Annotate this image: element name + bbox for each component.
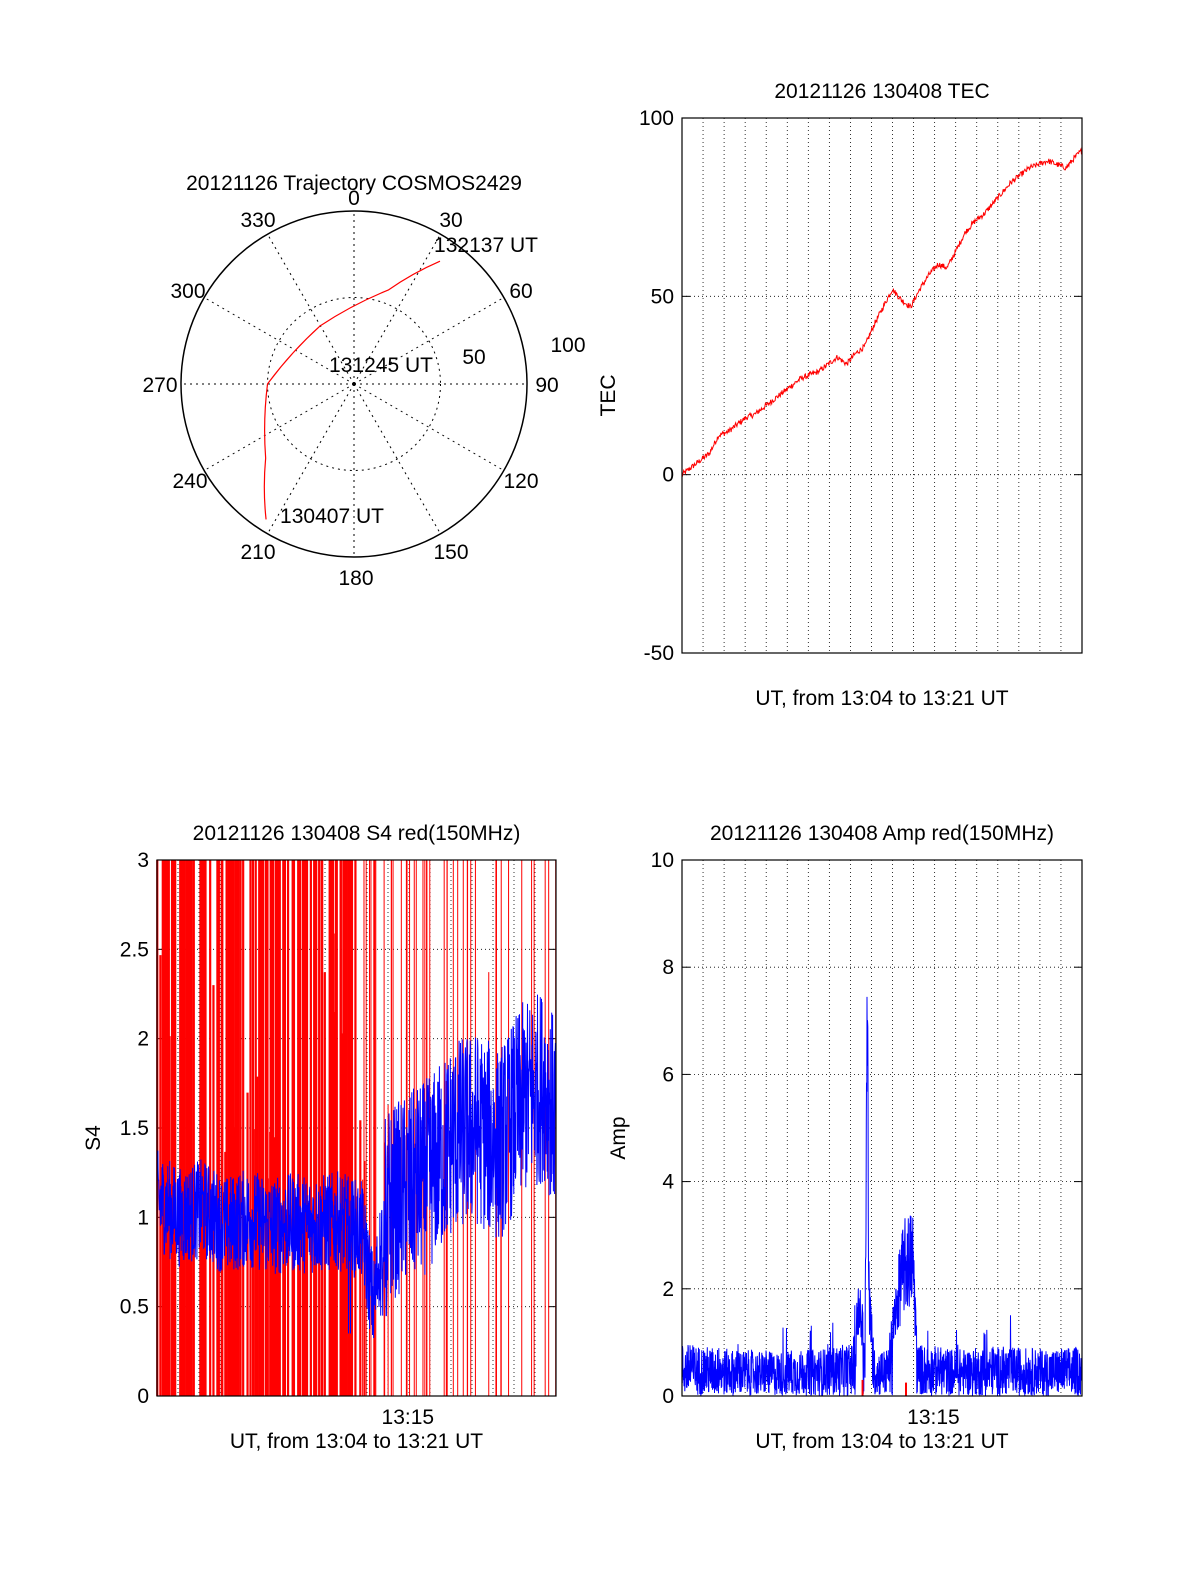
y-tick-label: 3 <box>137 849 149 872</box>
azimuth-label-30: 30 <box>439 209 462 232</box>
polar-spoke <box>353 383 505 471</box>
polar-spoke <box>353 383 441 535</box>
y-tick-label: 8 <box>662 956 674 979</box>
azimuth-label-150: 150 <box>433 541 468 564</box>
amp-blue-series <box>681 996 1083 1397</box>
s4-blue-series <box>156 994 557 1339</box>
s4-plot: 20121126 130408 S4 red(150MHz) 0 0.5 1 1.5 2 2… <box>82 822 557 1453</box>
polar-title: 20121126 Trajectory COSMOS2429 <box>186 172 522 195</box>
azimuth-label-240: 240 <box>172 470 207 493</box>
tec-series-line <box>681 147 1083 478</box>
y-tick-label: 6 <box>662 1063 674 1086</box>
azimuth-label-330: 330 <box>240 209 275 232</box>
tec-plot: 20121126 130408 TEC -50 0 50 100 UT, from 13:… <box>597 80 1083 710</box>
x-tick-label: 13:15 <box>907 1406 960 1429</box>
plot-frame <box>681 117 1083 654</box>
trajectory-line <box>263 260 441 520</box>
y-tick-label: -50 <box>644 642 674 665</box>
azimuth-label-120: 120 <box>503 470 538 493</box>
y-tick-label: 2 <box>662 1278 674 1301</box>
plot-frame <box>681 859 1083 1397</box>
y-tick-label: 1.5 <box>120 1117 149 1140</box>
x-tick-label: 13:15 <box>382 1406 435 1429</box>
azimuth-label-60: 60 <box>509 280 532 303</box>
trajectory-mid-label: 131245 UT <box>329 354 433 377</box>
polar-spoke <box>203 383 355 471</box>
polar-spoke <box>353 233 441 385</box>
y-axis-label: Amp <box>607 1116 630 1159</box>
azimuth-label-300: 300 <box>170 280 205 303</box>
amp-plot: 20121126 130408 Amp red(150MHz) 0 2 4 6 8 10 UT… <box>607 822 1083 1453</box>
x-axis-label: UT, from 13:04 to 13:21 UT <box>755 1430 1008 1453</box>
trajectory-end-label: 132137 UT <box>434 234 538 257</box>
y-tick-label: 0.5 <box>120 1296 149 1319</box>
azimuth-label-180: 180 <box>338 567 373 590</box>
y-tick-label: 2 <box>137 1028 149 1051</box>
polar-spoke <box>203 297 355 385</box>
y-tick-label: 50 <box>651 285 674 308</box>
s4-red-series <box>156 860 557 1396</box>
y-tick-label: 1 <box>137 1206 149 1229</box>
y-tick-label: 4 <box>662 1171 674 1194</box>
y-tick-label: 0 <box>137 1385 149 1408</box>
y-tick-label: 2.5 <box>120 938 149 961</box>
plot-frame <box>156 859 557 1397</box>
x-axis-label: UT, from 13:04 to 13:21 UT <box>755 687 1008 710</box>
panel-title: 20121126 130408 S4 red(150MHz) <box>193 822 521 845</box>
polar-spoke <box>353 297 505 385</box>
x-axis-label: UT, from 13:04 to 13:21 UT <box>230 1430 483 1453</box>
y-tick-label: 0 <box>662 1385 674 1408</box>
panel-title: 20121126 130408 TEC <box>774 80 989 103</box>
y-tick-label: 0 <box>662 464 674 487</box>
polar-outer-circle <box>180 210 528 558</box>
y-tick-label: 100 <box>639 107 674 130</box>
trajectory-start-label: 130407 UT <box>280 505 384 528</box>
y-tick-label: 10 <box>651 849 674 872</box>
y-axis-label: S4 <box>82 1125 105 1151</box>
polar-spoke <box>267 233 355 385</box>
polar-spoke <box>267 383 355 535</box>
panel-title: 20121126 130408 Amp red(150MHz) <box>710 822 1054 845</box>
radial-label-100: 100 <box>550 334 585 357</box>
y-axis-label: TEC <box>597 375 620 417</box>
azimuth-label-210: 210 <box>240 541 275 564</box>
azimuth-label-270: 270 <box>142 374 177 397</box>
radial-label-50: 50 <box>462 346 485 369</box>
azimuth-label-90: 90 <box>535 374 558 397</box>
azimuth-label-0: 0 <box>348 187 360 210</box>
